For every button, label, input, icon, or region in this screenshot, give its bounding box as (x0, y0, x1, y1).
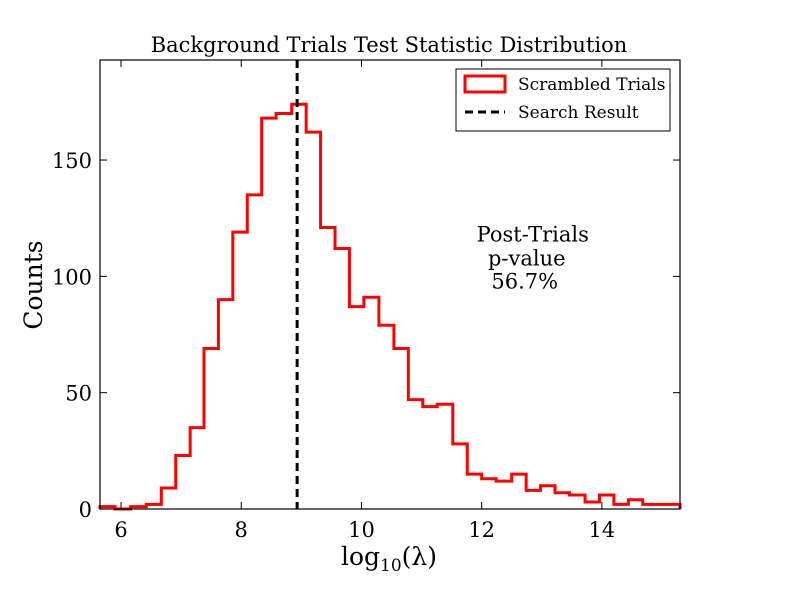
legend-swatch-scrambled-trials (463, 74, 507, 94)
annotation-line: 56.7% (491, 269, 558, 293)
legend-box (455, 68, 671, 132)
x-axis-label-main: log (341, 542, 380, 571)
legend: Scrambled Trials Search Result (455, 68, 671, 132)
y-axis-label: Counts (19, 240, 48, 329)
x-axis-label-argument: (λ) (402, 542, 437, 571)
x-tick-label: 14 (588, 518, 615, 542)
histogram-outline (98, 102, 682, 511)
y-tick-label: 0 (79, 498, 92, 522)
x-axis-label-subscript: 10 (380, 556, 402, 576)
y-tick-label: 150 (52, 149, 92, 173)
chart-title: Background Trials Test Statistic Distrib… (151, 33, 628, 57)
annotation-line: p-value (488, 246, 566, 270)
y-tick-label: 100 (52, 265, 92, 289)
legend-label-search-result: Search Result (518, 103, 639, 123)
axis-ticks: 6 8 10 12 14 0 50 100 150 (52, 60, 680, 542)
plot-area (98, 60, 682, 511)
y-tick-label: 50 (65, 382, 92, 406)
x-tick-label: 12 (468, 518, 495, 542)
x-tick-label: 8 (235, 518, 248, 542)
x-axis-label: log10(λ) (341, 542, 437, 576)
annotation-line: Post-Trials (477, 222, 589, 246)
x-tick-label: 6 (114, 518, 127, 542)
legend-label-scrambled-trials: Scrambled Trials (518, 75, 665, 95)
x-tick-label: 10 (348, 518, 375, 542)
axes-frame (99, 59, 681, 510)
